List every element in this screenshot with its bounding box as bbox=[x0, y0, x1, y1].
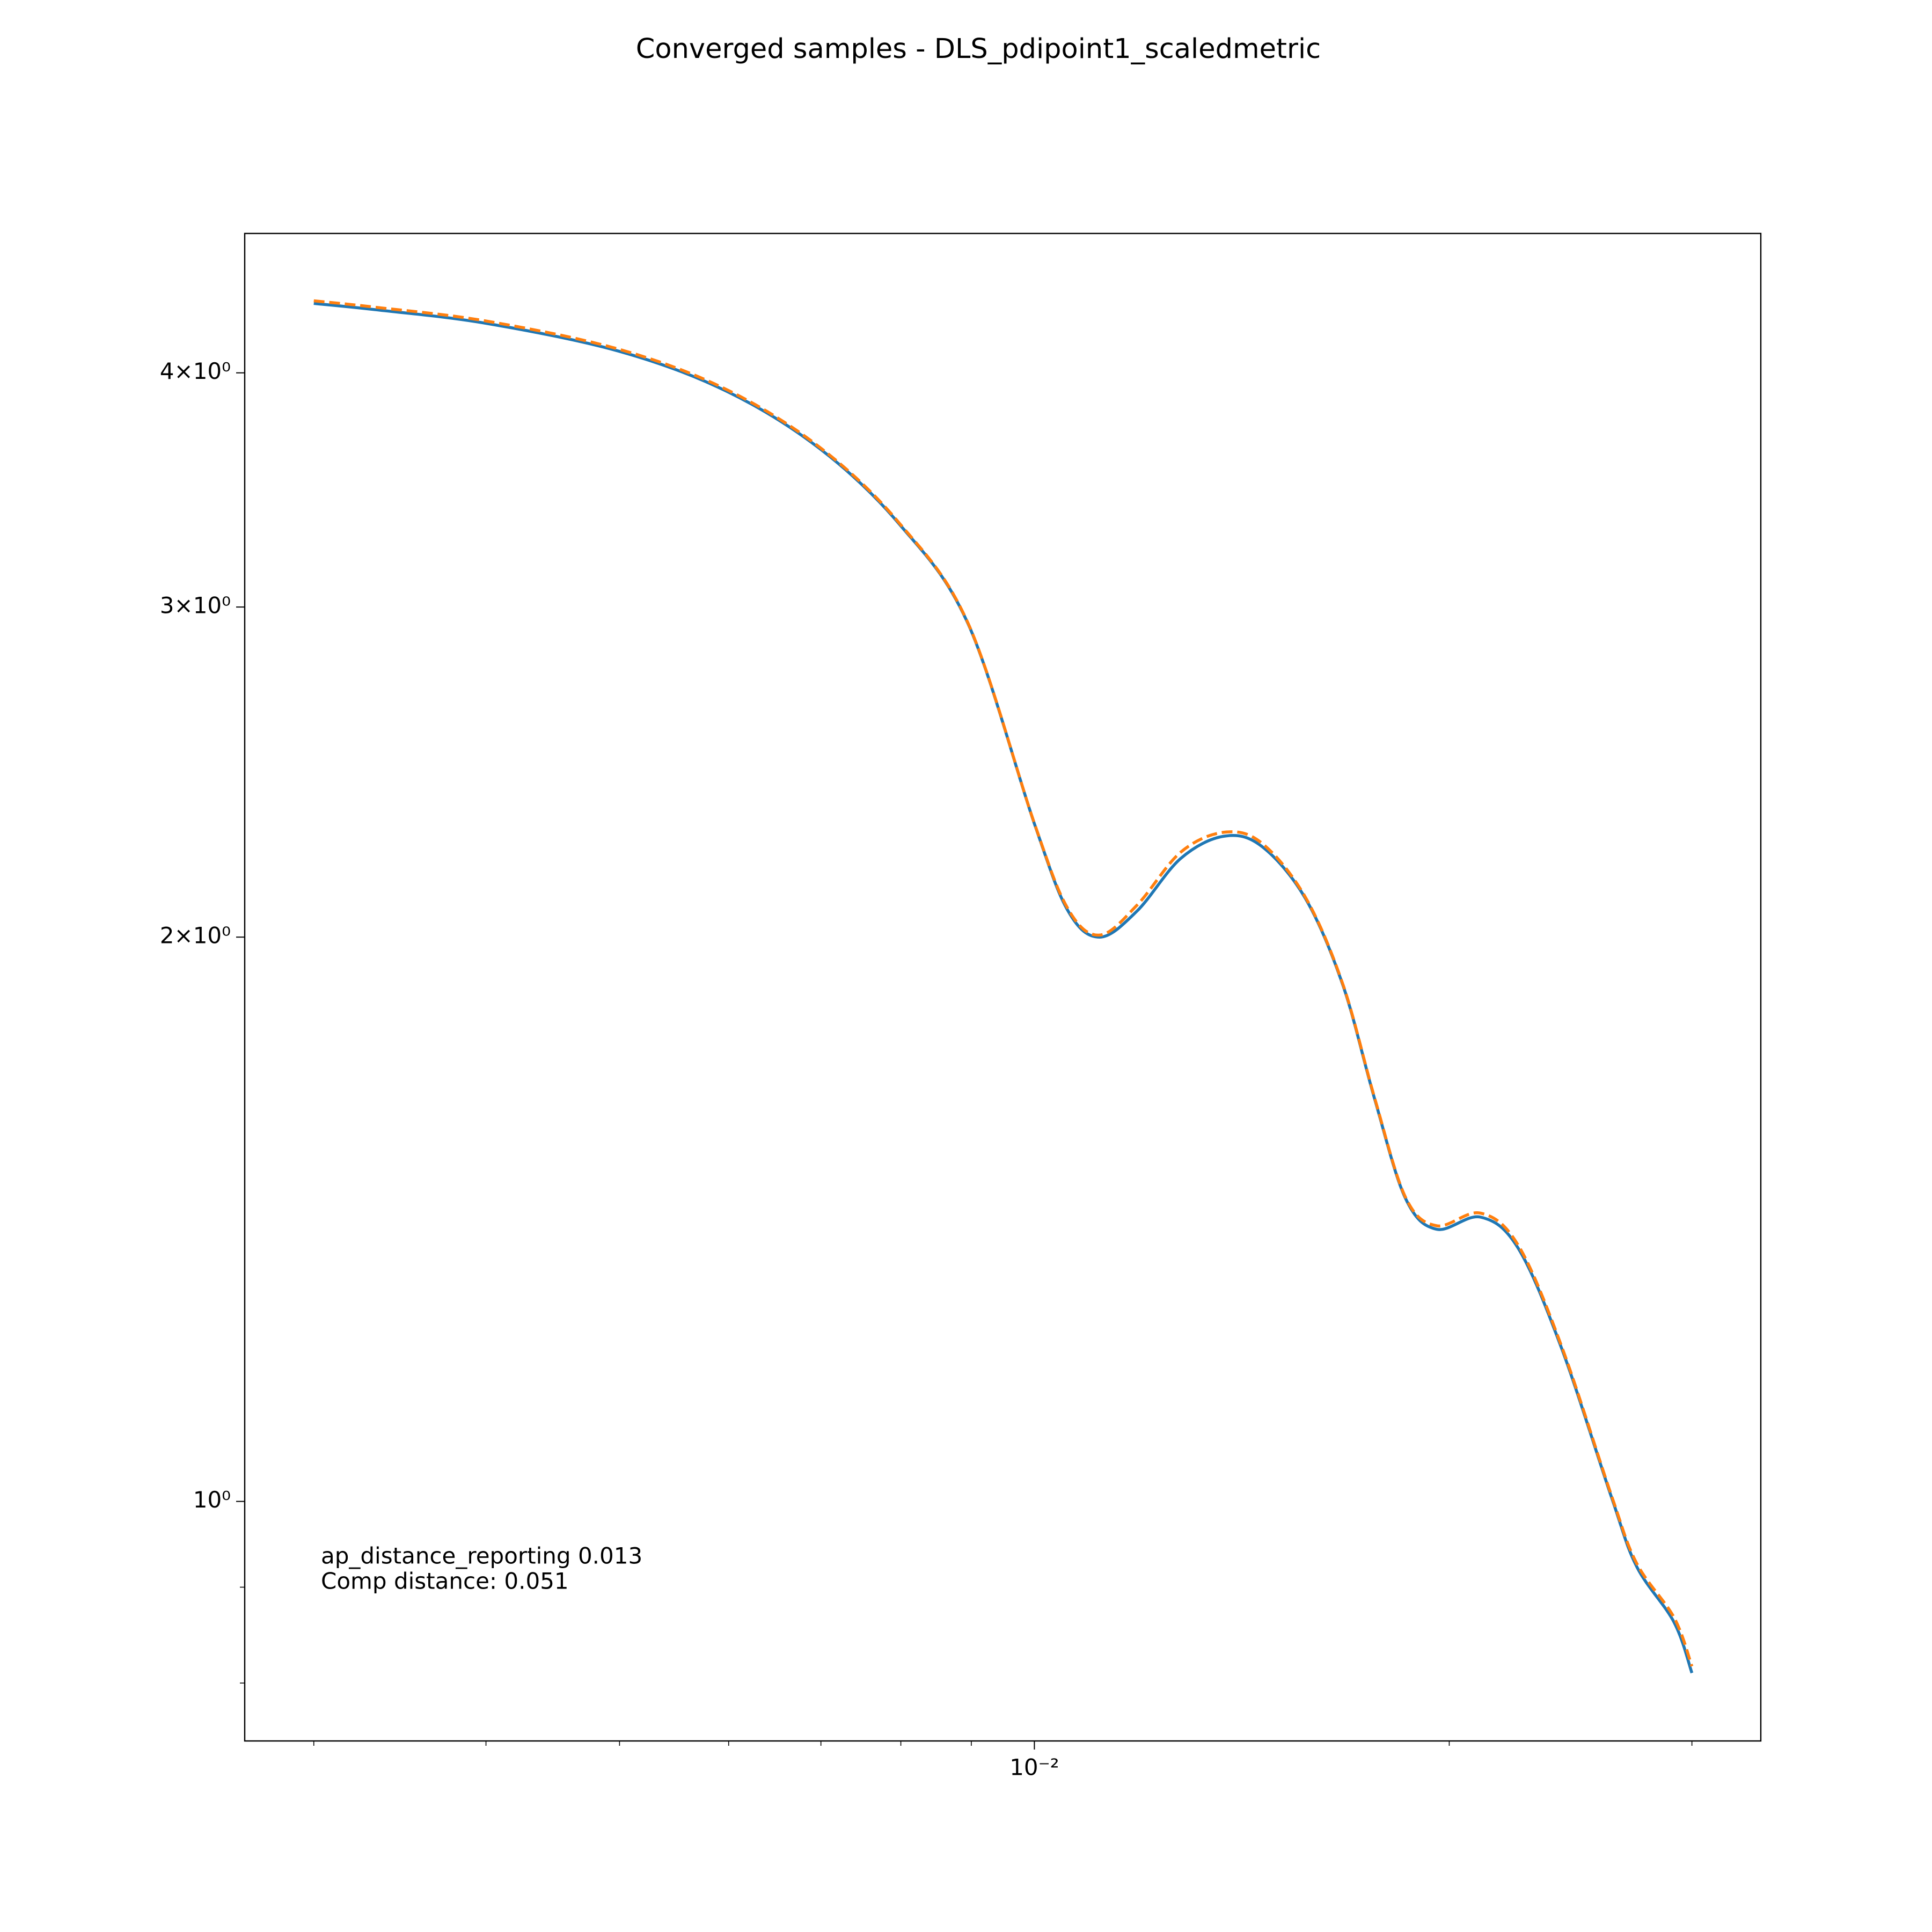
y-tick-label: 3×10⁰ bbox=[160, 592, 231, 619]
y-tick-label: 4×10⁰ bbox=[160, 358, 231, 384]
series-line bbox=[313, 299, 1694, 1667]
annotation: ap_distance_reporting 0.013 bbox=[321, 1543, 642, 1569]
chart-title: Converged samples - DLS_pdipoint1_scaled… bbox=[636, 33, 1321, 65]
y-tick-label: 2×10⁰ bbox=[160, 923, 231, 949]
y-tick-label: 10⁰ bbox=[193, 1487, 231, 1513]
series-line bbox=[313, 302, 1694, 1674]
x-tick-label: 10⁻² bbox=[1009, 1754, 1059, 1781]
plot-frame bbox=[244, 232, 1762, 1742]
annotation: Comp distance: 0.051 bbox=[321, 1568, 569, 1594]
